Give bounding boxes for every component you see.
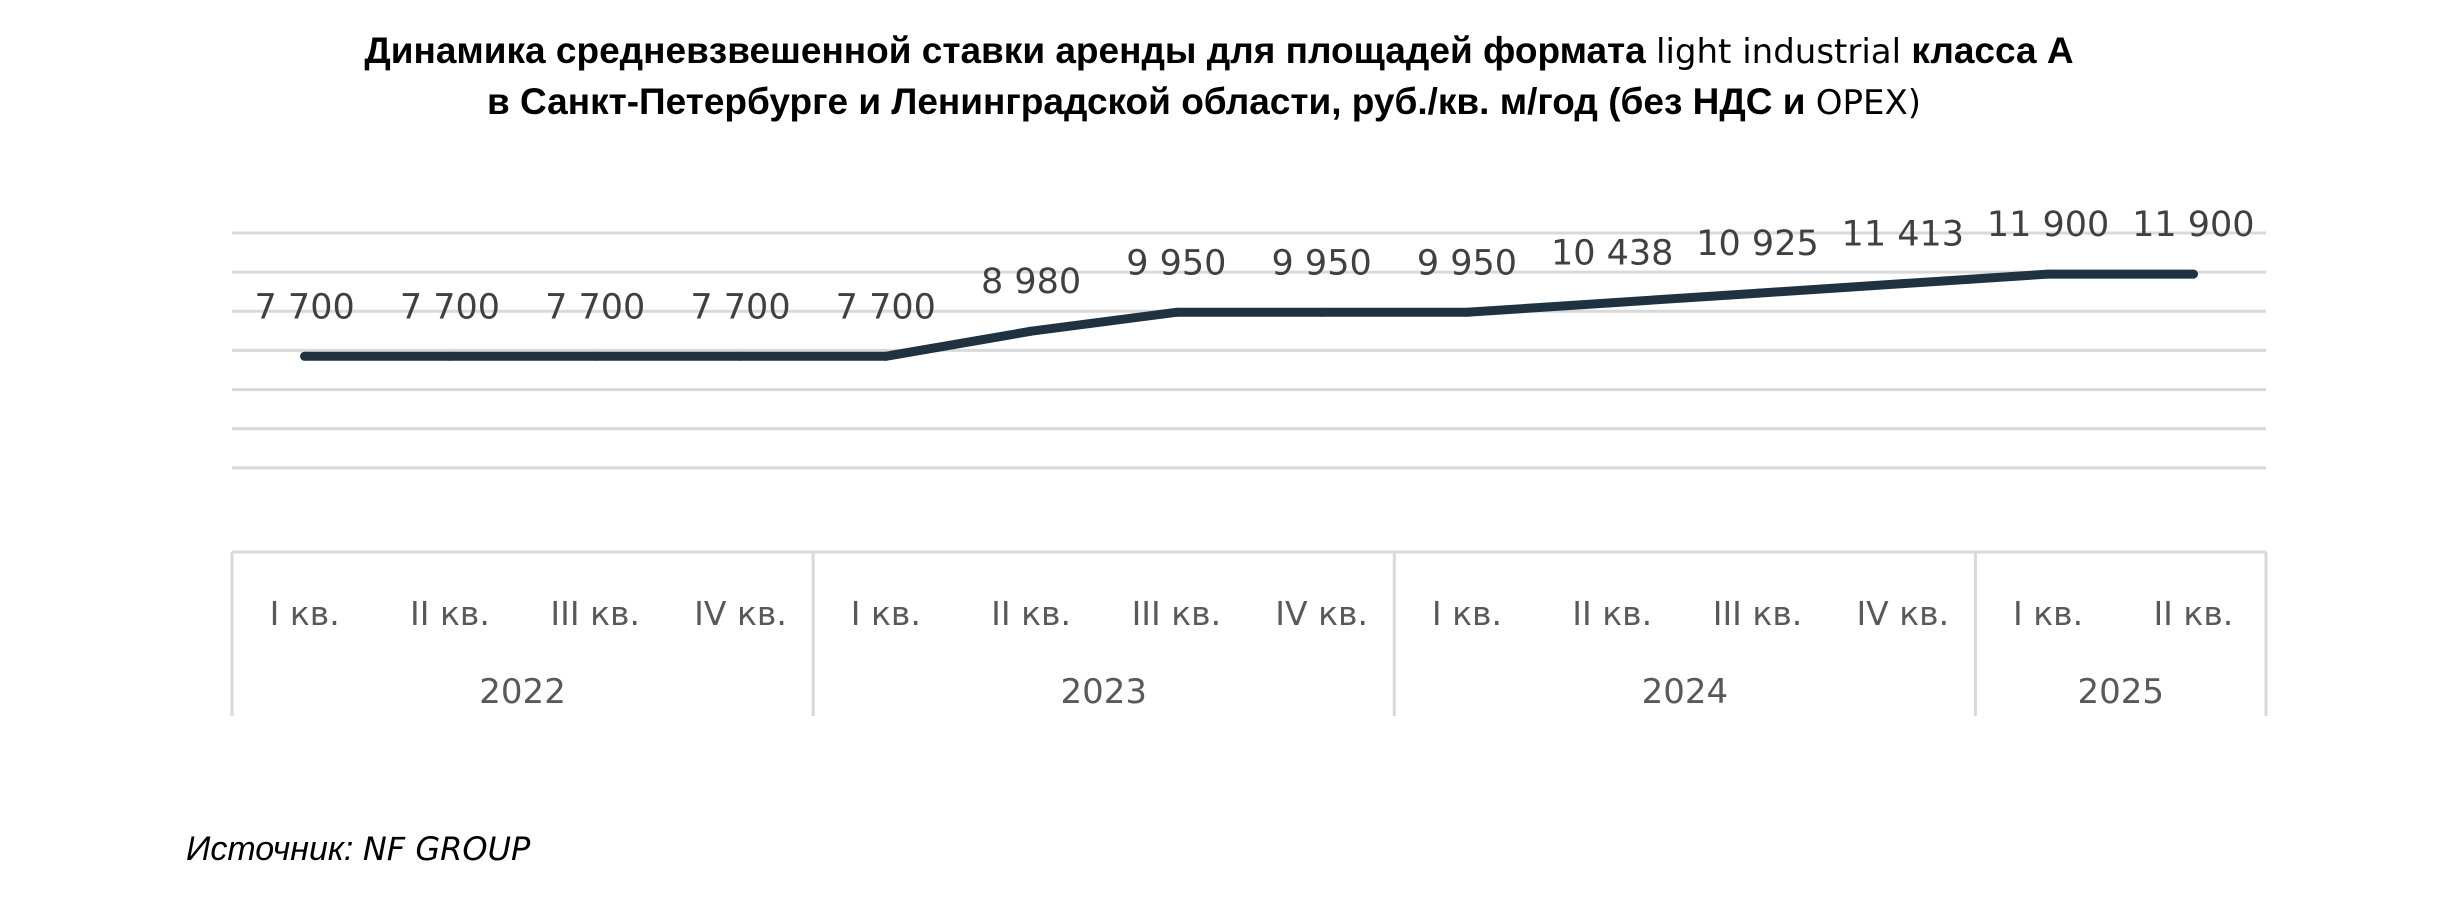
data-point — [445, 351, 455, 361]
x-tick-label: III кв. — [1713, 594, 1803, 633]
chart-title: Динамика средневзвешенной ставки аренды … — [0, 26, 2438, 128]
line-chart: I кв. II кв. III кв. IV кв. I кв. II кв. III к… — [230, 205, 2268, 716]
data-point — [2188, 269, 2198, 279]
data-label: 9 950 — [1126, 243, 1226, 283]
data-label: 7 700 — [255, 287, 355, 327]
year-group-label: 2023 — [1060, 672, 1147, 712]
data-point — [881, 351, 891, 361]
x-tick-label: IV кв. — [694, 594, 787, 633]
data-point — [2043, 269, 2053, 279]
data-label: 9 950 — [1272, 243, 1372, 283]
x-tick-label: IV кв. — [1275, 594, 1368, 633]
title-line1: Динамика средневзвешенной ставки аренды … — [364, 30, 2074, 72]
data-point — [1171, 307, 1181, 317]
data-point — [1898, 279, 1908, 289]
data-point — [1317, 307, 1327, 317]
data-point — [590, 351, 600, 361]
data-label: 7 700 — [690, 287, 790, 327]
year-group-label: 2022 — [479, 672, 566, 712]
data-label: 9 950 — [1417, 243, 1517, 283]
data-point — [1753, 288, 1762, 298]
title-line1-part2: light industrial — [1656, 32, 1902, 72]
x-tick-label: I кв. — [851, 594, 921, 633]
title-line1-part3: класса А — [1911, 30, 2074, 71]
title-line2-part2: OPEX) — [1815, 83, 1922, 123]
x-tick-label: II кв. — [410, 594, 490, 633]
data-label: 11 900 — [2132, 205, 2254, 245]
year-group-label: 2025 — [2077, 672, 2164, 712]
data-point — [300, 351, 310, 361]
source-name: NF GROUP — [362, 830, 531, 868]
title-line2-part1: в Санкт-Петербурге и Ленинградской облас… — [486, 81, 1806, 122]
data-point — [736, 351, 745, 361]
data-label: 10 925 — [1696, 224, 1818, 264]
x-tick-label: I кв. — [270, 594, 340, 633]
data-label: 8 980 — [981, 262, 1081, 302]
data-label: 7 700 — [836, 287, 936, 327]
x-tick-label: I кв. — [1432, 594, 1502, 633]
data-label: 11 413 — [1842, 215, 1964, 255]
source-note: Источник: NF GROUP — [186, 830, 530, 869]
title-line1-part1: Динамика средневзвешенной ставки аренды … — [364, 30, 1646, 71]
series-line — [300, 269, 2198, 361]
source-label: Источник: — [186, 830, 354, 868]
title-line2: в Санкт-Петербурге и Ленинградской облас… — [0, 77, 2438, 128]
x-tick-label: II кв. — [991, 594, 1071, 633]
x-tick-label: I кв. — [2013, 594, 2083, 633]
x-tick-label: III кв. — [1132, 594, 1222, 633]
x-tick-label: II кв. — [2153, 594, 2233, 633]
x-tick-label: II кв. — [1572, 594, 1652, 633]
data-label: 11 900 — [1987, 205, 2109, 245]
year-group-label: 2024 — [1642, 672, 1729, 712]
x-tick-label: III кв. — [550, 594, 640, 633]
data-point — [1607, 298, 1617, 308]
data-label: 10 438 — [1551, 234, 1673, 274]
data-point — [1462, 307, 1472, 317]
data-point — [1026, 326, 1036, 336]
data-label: 7 700 — [545, 287, 645, 327]
data-label: 7 700 — [400, 287, 500, 327]
x-tick-label: IV кв. — [1856, 594, 1949, 633]
